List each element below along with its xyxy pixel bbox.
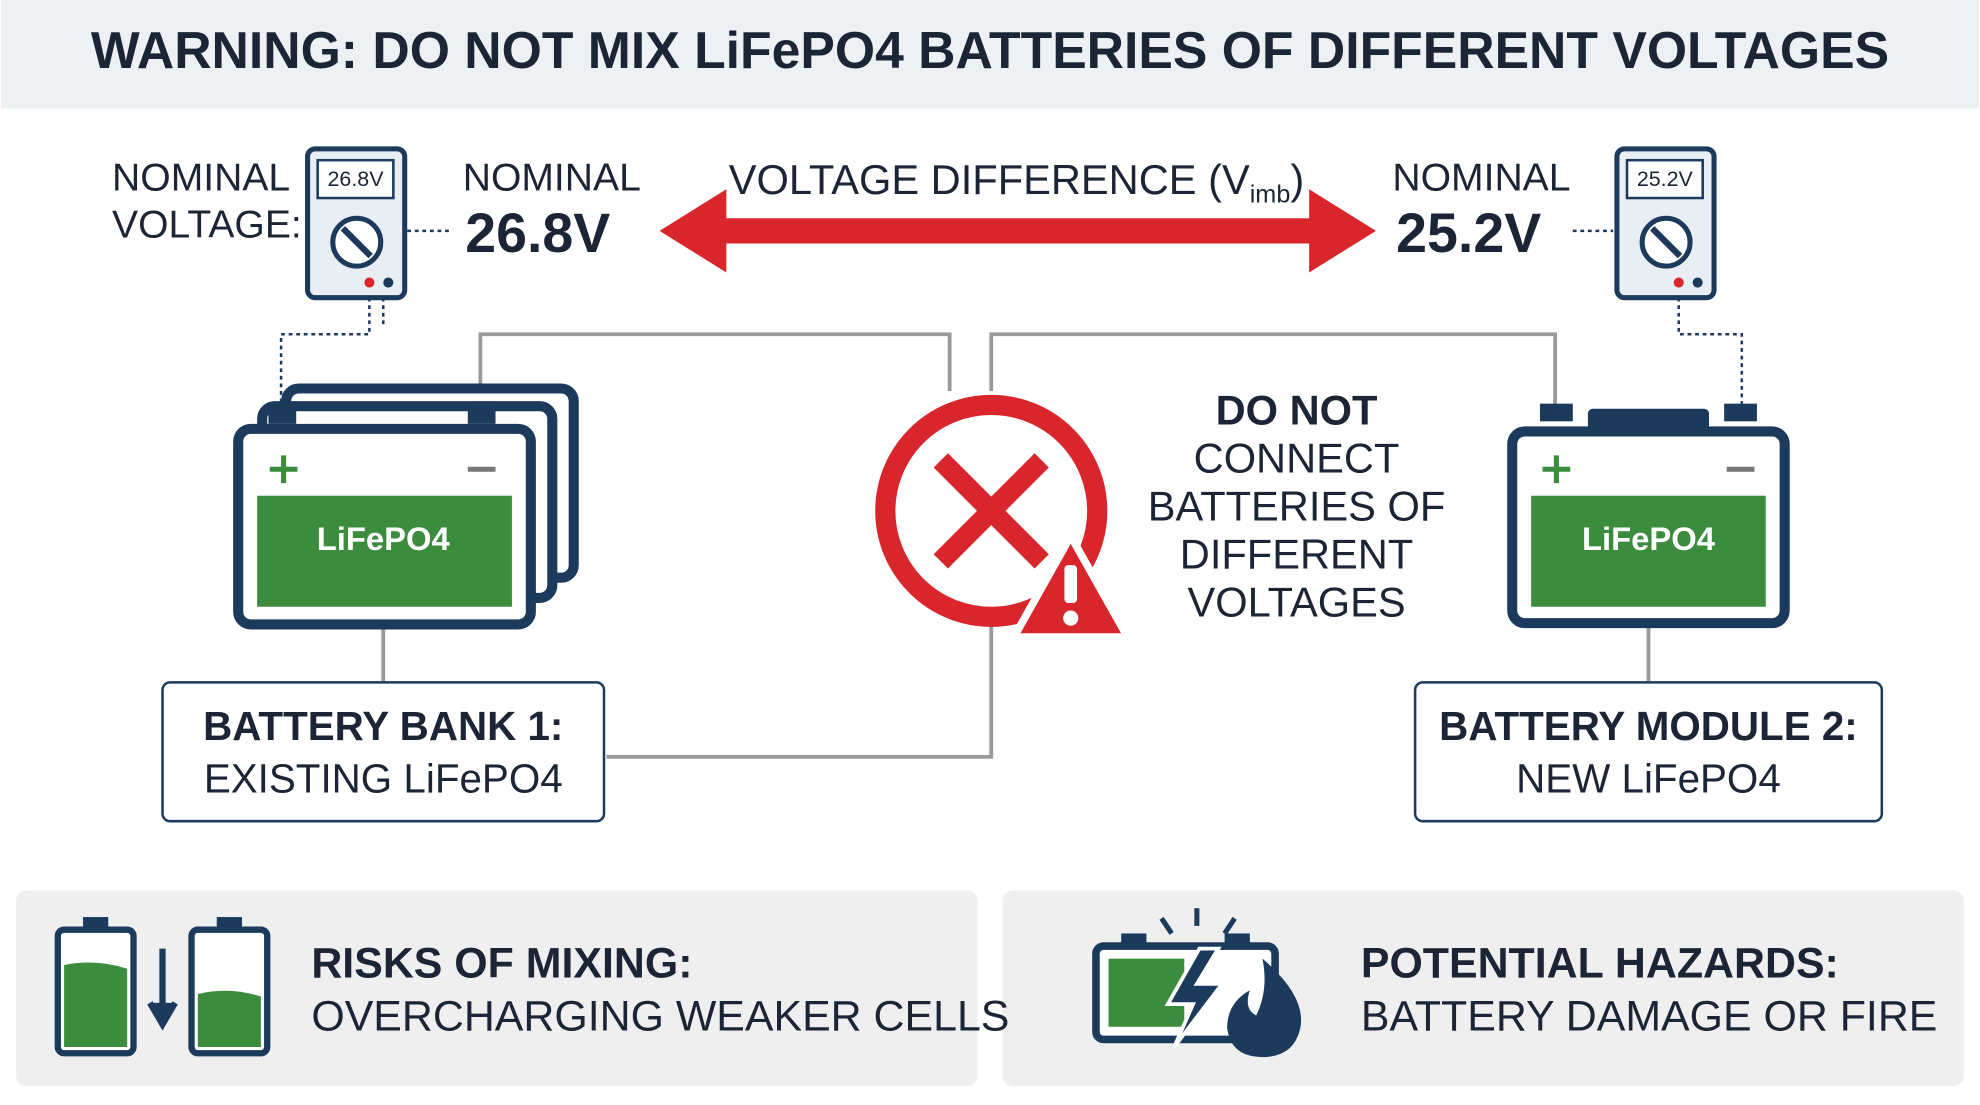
right-meter: [1614, 146, 1717, 301]
nominal-value: 26.8V: [465, 202, 610, 264]
panel-text: OVERCHARGING WEAKER CELLS: [311, 993, 1009, 1041]
battery-bank: [233, 383, 579, 630]
arrow-label-subscript: imb: [1250, 180, 1291, 208]
panel-heading: RISKS OF MIXING:: [311, 940, 692, 988]
panel-heading: POTENTIAL HAZARDS:: [1361, 940, 1839, 988]
battery-label: LiFePO4: [317, 520, 451, 557]
panel-text: BATTERY DAMAGE OR FIRE: [1361, 993, 1938, 1041]
arrow-label: VOLTAGE DIFFERENCE (Vimb): [729, 156, 1304, 208]
label-box: [1413, 681, 1884, 823]
battery-label: LiFePO4: [1582, 520, 1716, 557]
warning-heading: DO NOT: [1216, 387, 1378, 434]
warning-line: DIFFERENT: [1180, 531, 1413, 578]
meter-leads: [279, 229, 1744, 404]
battery-module: [1507, 403, 1790, 629]
warning-line: CONNECT: [1194, 435, 1400, 482]
double-arrow: [659, 189, 1376, 273]
title-bar: [1, 0, 1979, 109]
label-box: [161, 681, 606, 823]
warning-line: BATTERIES OF: [1148, 483, 1445, 530]
meter-display: 25.2V: [1637, 167, 1694, 191]
left-meter: [305, 146, 408, 301]
warning-line: VOLTAGES: [1187, 578, 1405, 625]
wires: [381, 332, 1651, 759]
meter-label: VOLTAGE:: [112, 203, 302, 246]
box-text: EXISTING LiFePO4: [204, 756, 563, 802]
nominal-label: NOMINAL: [463, 157, 641, 200]
nominal-value: 25.2V: [1396, 202, 1541, 264]
box-heading: BATTERY BANK 1:: [203, 703, 563, 749]
prohibit-icon: [875, 394, 1132, 641]
arrow-label-text: VOLTAGE DIFFERENCE (V: [729, 156, 1250, 203]
nominal-label: NOMINAL: [1392, 157, 1570, 200]
meter-display: 26.8V: [327, 167, 384, 191]
box-text: NEW LiFePO4: [1516, 756, 1781, 802]
mixing-icon: [54, 917, 271, 1057]
meter-label: NOMINAL: [112, 157, 290, 200]
box-heading: BATTERY MODULE 2:: [1439, 703, 1858, 749]
title: WARNING: DO NOT MIX LiFePO4 BATTERIES OF…: [91, 21, 1889, 79]
hazard-icon: [1092, 908, 1302, 1058]
arrow-label-close: ): [1290, 156, 1304, 203]
